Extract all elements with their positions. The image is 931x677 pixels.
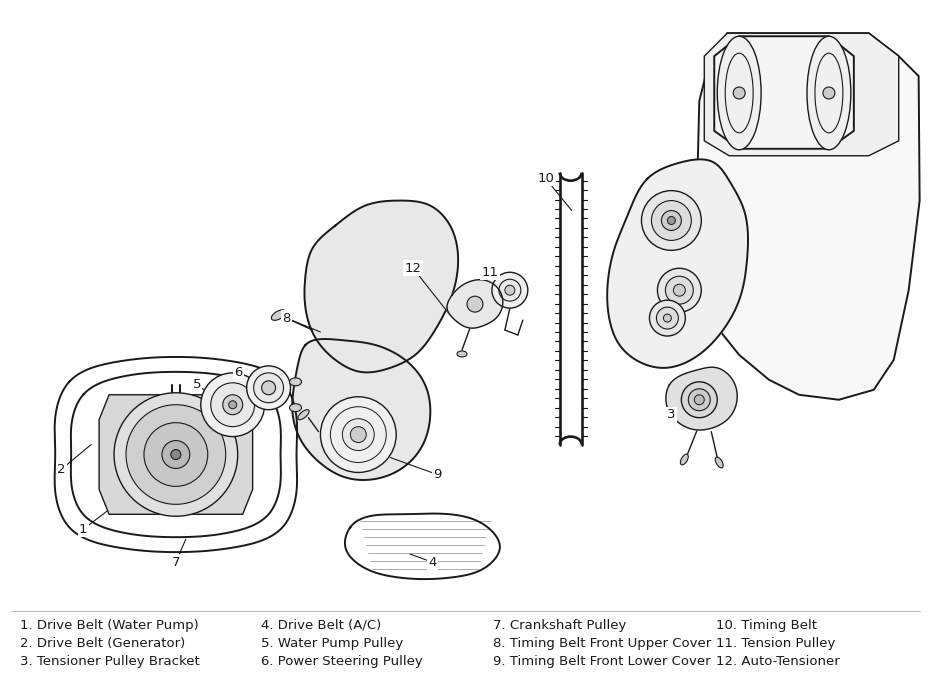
Circle shape <box>681 382 717 418</box>
Text: 1. Drive Belt (Water Pump): 1. Drive Belt (Water Pump) <box>20 619 198 632</box>
Text: 6: 6 <box>235 366 243 379</box>
Circle shape <box>688 389 710 411</box>
Circle shape <box>657 268 701 312</box>
Text: 3: 3 <box>668 408 676 421</box>
Circle shape <box>650 300 685 336</box>
Polygon shape <box>292 339 430 480</box>
Text: 10. Timing Belt: 10. Timing Belt <box>716 619 817 632</box>
Text: 4: 4 <box>428 556 437 569</box>
Circle shape <box>262 381 276 395</box>
Circle shape <box>201 373 264 437</box>
Text: 6. Power Steering Pulley: 6. Power Steering Pulley <box>262 655 423 668</box>
Circle shape <box>823 87 835 99</box>
Ellipse shape <box>298 410 309 420</box>
Text: 5: 5 <box>193 378 201 391</box>
Text: 2: 2 <box>57 463 65 476</box>
Circle shape <box>695 395 704 405</box>
Circle shape <box>673 284 685 296</box>
Circle shape <box>467 296 483 312</box>
Circle shape <box>499 279 520 301</box>
Polygon shape <box>99 395 252 515</box>
Circle shape <box>734 87 745 99</box>
Text: 10: 10 <box>537 172 554 185</box>
Polygon shape <box>666 367 737 430</box>
Polygon shape <box>607 159 748 368</box>
Circle shape <box>144 422 208 486</box>
Circle shape <box>652 200 692 240</box>
Ellipse shape <box>290 378 302 386</box>
Circle shape <box>223 395 243 415</box>
Ellipse shape <box>681 454 688 465</box>
Circle shape <box>664 314 671 322</box>
Circle shape <box>162 441 190 468</box>
Text: 8: 8 <box>282 311 290 324</box>
Circle shape <box>666 276 694 304</box>
Text: 7: 7 <box>171 556 180 569</box>
Ellipse shape <box>715 457 723 468</box>
Text: 4. Drive Belt (A/C): 4. Drive Belt (A/C) <box>262 619 382 632</box>
Text: 9. Timing Belt Front Lower Cover: 9. Timing Belt Front Lower Cover <box>493 655 711 668</box>
Ellipse shape <box>290 403 302 412</box>
Polygon shape <box>714 37 854 149</box>
Circle shape <box>171 450 181 460</box>
Circle shape <box>661 211 681 230</box>
Text: 8. Timing Belt Front Upper Cover: 8. Timing Belt Front Upper Cover <box>493 637 711 650</box>
Text: 9: 9 <box>433 468 441 481</box>
Ellipse shape <box>271 310 286 320</box>
Circle shape <box>656 307 679 329</box>
Polygon shape <box>447 280 503 328</box>
Circle shape <box>505 285 515 295</box>
Text: 5. Water Pump Pulley: 5. Water Pump Pulley <box>262 637 403 650</box>
Circle shape <box>641 191 701 250</box>
Polygon shape <box>697 33 920 399</box>
Circle shape <box>126 405 225 504</box>
Circle shape <box>492 272 528 308</box>
Text: 2. Drive Belt (Generator): 2. Drive Belt (Generator) <box>20 637 185 650</box>
Text: 12: 12 <box>405 262 422 275</box>
Circle shape <box>247 366 290 410</box>
Text: 1: 1 <box>79 523 88 536</box>
Circle shape <box>115 393 237 517</box>
Ellipse shape <box>807 37 851 150</box>
Circle shape <box>343 418 374 450</box>
Text: 7. Crankshaft Pulley: 7. Crankshaft Pulley <box>493 619 627 632</box>
Text: 11: 11 <box>481 266 498 279</box>
Polygon shape <box>304 200 458 372</box>
Circle shape <box>350 427 366 443</box>
Ellipse shape <box>717 37 762 150</box>
Text: 11. Tension Pulley: 11. Tension Pulley <box>716 637 835 650</box>
Circle shape <box>320 397 397 473</box>
Circle shape <box>253 373 284 403</box>
Text: 3. Tensioner Pulley Bracket: 3. Tensioner Pulley Bracket <box>20 655 200 668</box>
Text: 12. Auto-Tensioner: 12. Auto-Tensioner <box>716 655 840 668</box>
Circle shape <box>210 383 255 427</box>
Polygon shape <box>727 33 898 56</box>
Ellipse shape <box>457 351 467 357</box>
Circle shape <box>668 217 675 225</box>
Polygon shape <box>704 33 898 156</box>
Circle shape <box>229 401 236 409</box>
